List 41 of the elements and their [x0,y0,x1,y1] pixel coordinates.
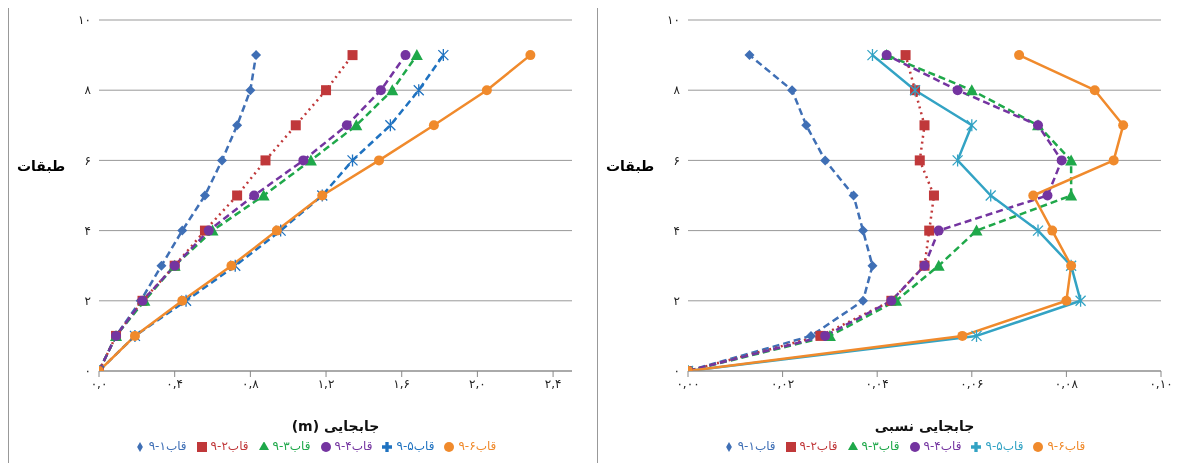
y-tick-label: ۸ [673,83,681,98]
x-tick-label: ۰,۸ [242,376,260,391]
x-tick-label: ۲,۰ [469,376,486,391]
legend-label: قاب۴-۹ [923,439,962,453]
x-tick-label: ۰,۰۲ [771,376,795,391]
y-tick-label: ۶ [673,153,680,168]
x-tick-label: ۰,۰۶ [960,376,984,391]
x-tick-label: ۲,۴ [544,376,562,391]
x-tick-label: ۱,۲ [317,376,335,391]
x-tick-label: ۰,۰ [90,376,108,391]
x-axis-title: جابجایی نسبی [874,418,975,434]
y-tick-label: ۱۰ [667,13,680,28]
legend-label: قاب۵-۹ [985,439,1024,453]
y-tick-label: ۱۰ [78,13,91,28]
x-tick-label: ۱,۶ [393,376,411,391]
legend-label: قاب۴-۹ [334,439,373,453]
y-tick-label: ۲ [673,294,680,309]
y-tick-label: ۲ [84,294,91,309]
x-tick-label: ۰,۰۸ [1054,376,1079,391]
legend-label: قاب۵-۹ [396,439,435,453]
y-axis-title: طبقات [606,158,655,174]
x-tick-label: ۰,۰۴ [865,376,889,391]
y-tick-label: ۶ [84,153,91,168]
x-tick-label: ۰,۰۰ [676,376,700,391]
legend-label: قاب۱-۹ [148,439,187,453]
x-tick-label: ۰,۱۰ [1149,376,1173,391]
x-axis-title: جابجایی (m) [291,418,380,434]
legend-label: قاب۲-۹ [210,439,249,453]
legend-label: قاب۱-۹ [737,439,776,453]
legend-label: قاب۶-۹ [1047,439,1086,453]
x-tick-label: ۰,۴ [166,376,184,391]
legend-label: قاب۳-۹ [861,439,900,453]
y-tick-label: ۰ [84,364,91,379]
y-axis-title: طبقات [17,158,66,174]
legend-label: قاب۶-۹ [458,439,497,453]
y-tick-label: ۴ [84,223,91,238]
legend-label: قاب۳-۹ [272,439,311,453]
y-tick-label: ۸ [84,83,92,98]
y-tick-label: ۴ [673,223,680,238]
legend-label: قاب۲-۹ [799,439,838,453]
y-tick-label: ۰ [673,364,680,379]
